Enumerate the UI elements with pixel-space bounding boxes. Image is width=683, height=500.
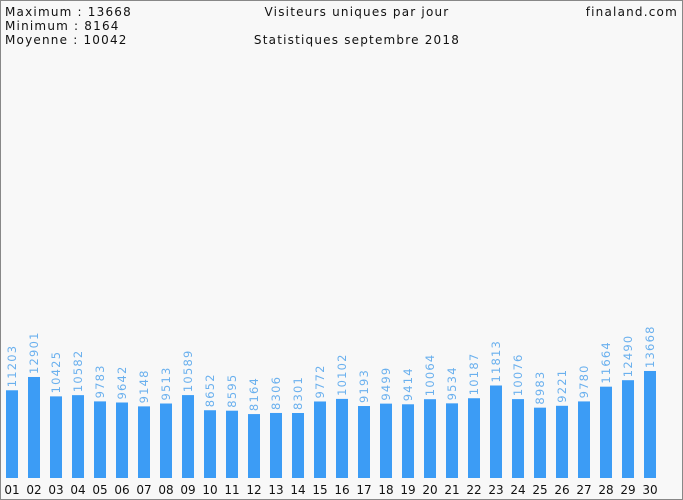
x-tick-label: 06 [114,483,129,497]
value-label: 10582 [71,350,85,393]
x-tick-label: 09 [180,483,195,497]
x-tick-label: 13 [268,483,283,497]
x-tick-label: 18 [378,483,393,497]
bar [314,401,326,478]
value-label: 12490 [621,335,635,378]
value-label: 9221 [555,369,569,403]
x-tick-label: 17 [356,483,371,497]
bar [72,395,84,478]
bar [446,403,458,478]
value-label: 9148 [137,369,151,403]
value-label: 11664 [599,341,613,384]
x-tick-label: 08 [158,483,173,497]
bar [644,370,656,478]
x-tick-label: 10 [202,483,217,497]
x-tick-label: 29 [620,483,635,497]
value-label: 10076 [511,354,525,397]
value-label: 10425 [49,351,63,394]
value-label: 8595 [225,374,239,408]
value-label: 9499 [379,367,393,401]
value-label: 10187 [467,353,481,396]
value-label: 8164 [247,377,261,411]
value-label: 9414 [401,367,415,401]
bar [490,385,502,478]
bar [380,403,392,478]
bar [512,399,524,478]
bar [226,410,238,478]
stat-max: Maximum : 13668 [5,5,132,19]
x-tick-label: 26 [554,483,569,497]
site-name: finaland.com [586,5,678,19]
bar [160,403,172,478]
value-label: 8983 [533,371,547,405]
bar [292,413,304,478]
x-tick-label: 23 [488,483,503,497]
bar [578,401,590,478]
x-tick-label: 14 [290,483,305,497]
bar [270,412,282,478]
bar [556,405,568,478]
value-label: 8652 [203,373,217,407]
chart-subtitle: Statistiques septembre 2018 [254,33,460,47]
bar [94,401,106,478]
x-tick-label: 16 [334,483,349,497]
value-label: 10064 [423,354,437,397]
x-tick-label: 24 [510,483,525,497]
value-label: 13668 [643,325,657,368]
x-tick-label: 22 [466,483,481,497]
bar [468,398,480,478]
x-tick-label: 02 [26,483,41,497]
bar [182,395,194,478]
x-tick-label: 11 [224,483,239,497]
bar [116,402,128,478]
chart-title: Visiteurs uniques par jour [265,5,450,19]
value-label: 9772 [313,364,327,398]
bar [358,406,370,478]
bar [402,404,414,478]
stat-avg: Moyenne : 10042 [5,33,128,47]
bar [622,380,634,478]
x-tick-label: 25 [532,483,547,497]
bar [28,376,40,478]
value-label: 9780 [577,364,591,398]
x-tick-label: 19 [400,483,415,497]
bar [50,396,62,478]
bar [336,398,348,478]
x-tick-label: 15 [312,483,327,497]
value-label: 9513 [159,366,173,400]
x-tick-label: 20 [422,483,437,497]
bar [204,410,216,478]
value-label: 11203 [5,345,19,388]
value-label: 11813 [489,340,503,383]
x-tick-label: 07 [136,483,151,497]
bar [248,414,260,478]
value-label: 9783 [93,364,107,398]
x-tick-label: 05 [92,483,107,497]
bar [534,407,546,478]
value-label: 9193 [357,369,371,403]
value-label: 9534 [445,366,459,400]
x-tick-label: 01 [4,483,19,497]
x-tick-label: 30 [642,483,657,497]
value-label: 10102 [335,353,349,396]
bar [424,399,436,478]
x-tick-label: 21 [444,483,459,497]
value-label: 8306 [269,376,283,410]
bar [600,386,612,478]
x-tick-label: 03 [48,483,63,497]
x-tick-label: 04 [70,483,85,497]
value-label: 12901 [27,331,41,374]
x-tick-label: 27 [576,483,591,497]
bar [138,406,150,478]
x-tick-label: 28 [598,483,613,497]
bar [6,390,18,478]
value-label: 10589 [181,349,195,392]
value-label: 8301 [291,376,305,410]
stat-min: Minimum : 8164 [5,19,120,33]
x-tick-label: 12 [246,483,261,497]
value-label: 9642 [115,365,129,399]
